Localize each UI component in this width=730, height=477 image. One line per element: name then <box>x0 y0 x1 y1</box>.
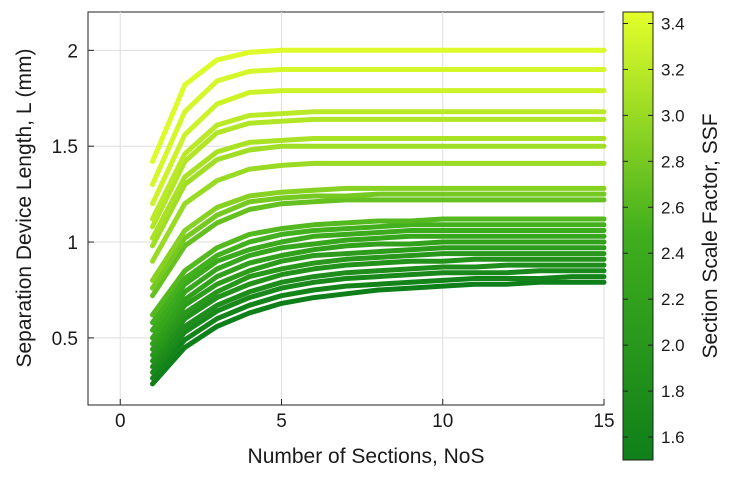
colorbar-tick-label: 2.2 <box>661 290 685 309</box>
series-line <box>150 268 607 375</box>
y-axis-title: Separation Device Length, L (mm) <box>13 48 36 367</box>
x-axis-ticks: 0 5 10 15 <box>115 399 615 432</box>
x-tick-label: 15 <box>593 411 614 432</box>
series-line <box>150 233 607 341</box>
colorbar-tick-label: 1.6 <box>661 428 685 447</box>
colorbar-tick-label: 2.4 <box>661 244 685 263</box>
colorbar-tick-label: 1.8 <box>661 382 685 401</box>
series-line <box>150 197 607 299</box>
colorbar-title: Section Scale Factor, SSF <box>699 113 722 358</box>
series-line <box>150 228 607 333</box>
y-tick-label: 1 <box>67 233 78 254</box>
series-line <box>150 245 607 352</box>
y-tick-label: 2 <box>67 41 78 62</box>
colorbar-tick-label: 3.0 <box>661 106 685 125</box>
series-lines <box>150 47 607 387</box>
series-line <box>150 88 607 207</box>
x-tick-label: 10 <box>432 411 453 432</box>
series-line <box>150 274 607 381</box>
colorbar-ticks: 1.6 1.8 2.0 2.2 2.4 2.6 2.8 3.0 3.2 3.4 <box>623 14 685 447</box>
series-line <box>150 185 607 283</box>
colorbar-tick-label: 2.0 <box>661 336 685 355</box>
series-line <box>150 160 607 264</box>
colorbar-tick-label: 3.2 <box>661 60 685 79</box>
series-line <box>150 256 607 364</box>
x-axis-title: Number of Sections, NoS <box>248 445 485 468</box>
series-line <box>150 222 607 326</box>
series-line <box>150 216 607 318</box>
series-line <box>150 143 607 249</box>
series-line <box>150 109 607 222</box>
colorbar-tick-label: 2.8 <box>661 152 685 171</box>
series-line <box>150 251 607 358</box>
y-axis-ticks: 0.5 1 1.5 2 <box>52 41 94 350</box>
series-line <box>150 262 607 370</box>
series-line <box>150 47 607 164</box>
series-line <box>150 279 607 387</box>
colorbar <box>622 11 654 461</box>
series-line <box>150 67 607 187</box>
colorbar-tick-label: 2.6 <box>661 198 685 217</box>
series-line <box>150 136 607 241</box>
x-tick-label: 5 <box>276 411 287 432</box>
series-line <box>150 116 607 230</box>
y-tick-label: 1.5 <box>52 137 78 158</box>
series-line <box>150 191 607 291</box>
x-tick-label: 0 <box>115 411 126 432</box>
colorbar-tick-label: 3.4 <box>661 14 685 33</box>
series-line <box>150 239 607 347</box>
y-tick-label: 0.5 <box>52 329 78 350</box>
